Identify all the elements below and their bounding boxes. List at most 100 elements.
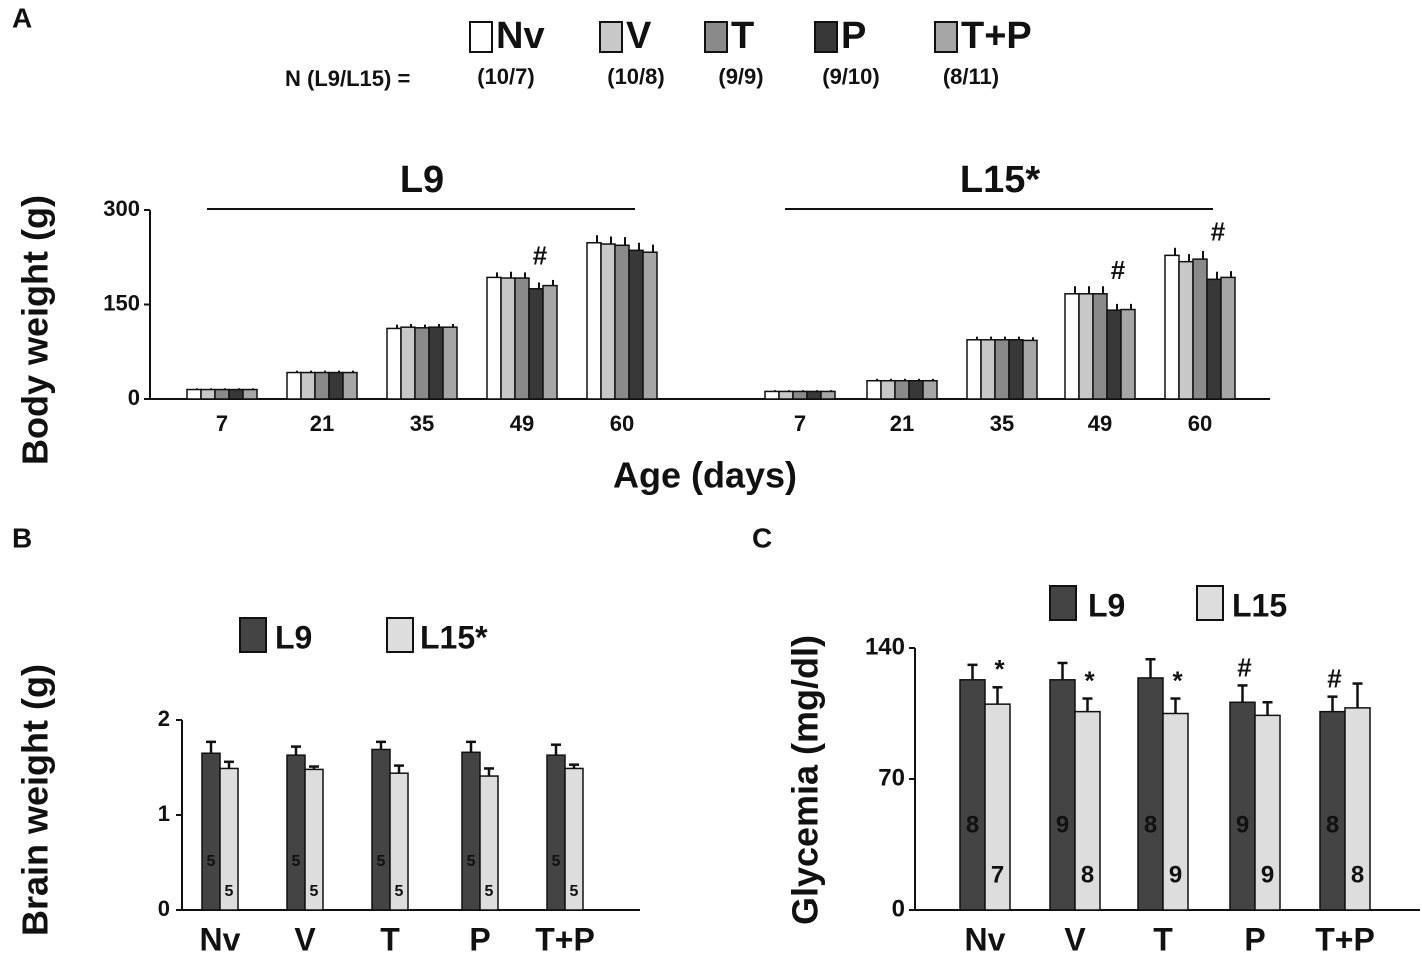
bar [959,679,986,911]
legend-swatch [814,21,838,53]
legend-label: Nv [496,15,545,57]
bar [792,390,808,400]
x-tick-label: 35 [990,411,1014,436]
bar [866,379,882,400]
bar [546,754,566,911]
bar [214,388,230,400]
bar [586,242,602,400]
annotation: # [1111,255,1126,285]
n-label: 5 [485,883,494,900]
x-tick-label: V [1064,921,1086,957]
bar [1137,677,1164,911]
bar [286,754,306,911]
bar [966,339,982,400]
n-label: 5 [552,853,561,870]
x-tick-label: V [294,921,316,957]
n-label: 9 [1056,811,1069,838]
legend-n: (10/7) [477,64,534,89]
n-label: 8 [1351,861,1364,888]
legend-label: L15 [1232,587,1287,623]
bar [1022,339,1038,400]
bar [500,277,516,400]
x-tick-label: 21 [310,411,334,436]
x-tick-label: 21 [890,411,914,436]
legend-swatch [1049,585,1077,621]
bar [1120,308,1136,400]
bar [1344,707,1371,911]
bar [908,379,924,400]
bar [300,371,316,400]
x-tick-label: 60 [610,411,634,436]
bar [922,379,938,400]
group-label: L9 [400,159,444,201]
n-label: 5 [570,883,579,900]
annotation: # [533,241,548,271]
legend-swatch [704,21,728,53]
bar [1078,293,1094,400]
bar [314,371,330,400]
bar [894,379,910,400]
y-axis-label: Body weight (g) [15,195,56,465]
legend-n: (8/11) [943,64,999,89]
n-label: 7 [991,861,1004,888]
n-label: 5 [310,883,319,900]
bar [820,390,836,400]
legend-swatch [1196,585,1224,621]
bar [242,388,258,400]
y-tick-label: 140 [865,633,905,660]
bar [386,327,402,400]
bar [486,276,502,400]
legend-label: L15* [420,619,488,655]
x-tick-label: 60 [1188,411,1212,436]
x-tick-label: 49 [510,411,534,436]
bar [984,703,1011,911]
bar [542,284,558,400]
bar [614,244,630,400]
bar [1064,293,1080,400]
bar [200,388,216,400]
bar [428,326,444,400]
bar [286,371,302,400]
n-label: 8 [1326,811,1339,838]
n-label: 5 [292,853,301,870]
bar [1049,679,1076,911]
bar [1178,260,1194,400]
x-tick-label: T+P [535,921,595,957]
x-axis-label: Age (days) [613,455,797,496]
bar [600,243,616,400]
y-tick-label: 150 [103,290,140,315]
legend-label: V [626,15,652,57]
x-tick-label: 35 [410,411,434,436]
bar [764,390,780,400]
x-tick-label: Nv [965,921,1006,957]
x-tick-label: 7 [794,411,806,436]
n-label: 9 [1261,861,1274,888]
annotation: * [1172,665,1183,695]
legend-label: P [841,15,866,57]
bar [186,388,202,400]
x-tick-label: 49 [1088,411,1112,436]
legend-n: (9/9) [718,64,763,89]
bar [880,379,896,400]
y-tick-label: 70 [878,764,905,791]
bar [642,251,658,400]
n-label: 5 [207,853,216,870]
annotation: # [1211,217,1226,247]
bar [1164,254,1180,400]
bar [778,390,794,400]
bar [1229,701,1256,911]
y-tick-label: 0 [892,895,905,922]
n-label: 5 [377,853,386,870]
annotation: # [1237,652,1252,682]
bar [342,371,358,400]
bar [994,339,1010,400]
bar [514,277,530,400]
bar [806,390,822,400]
bar [414,327,430,400]
annotation: * [994,654,1005,684]
y-axis-label: Brain weight (g) [15,664,56,936]
n-label: 8 [1144,811,1157,838]
x-tick-label: T [1153,921,1173,957]
legend-swatch [934,21,958,53]
